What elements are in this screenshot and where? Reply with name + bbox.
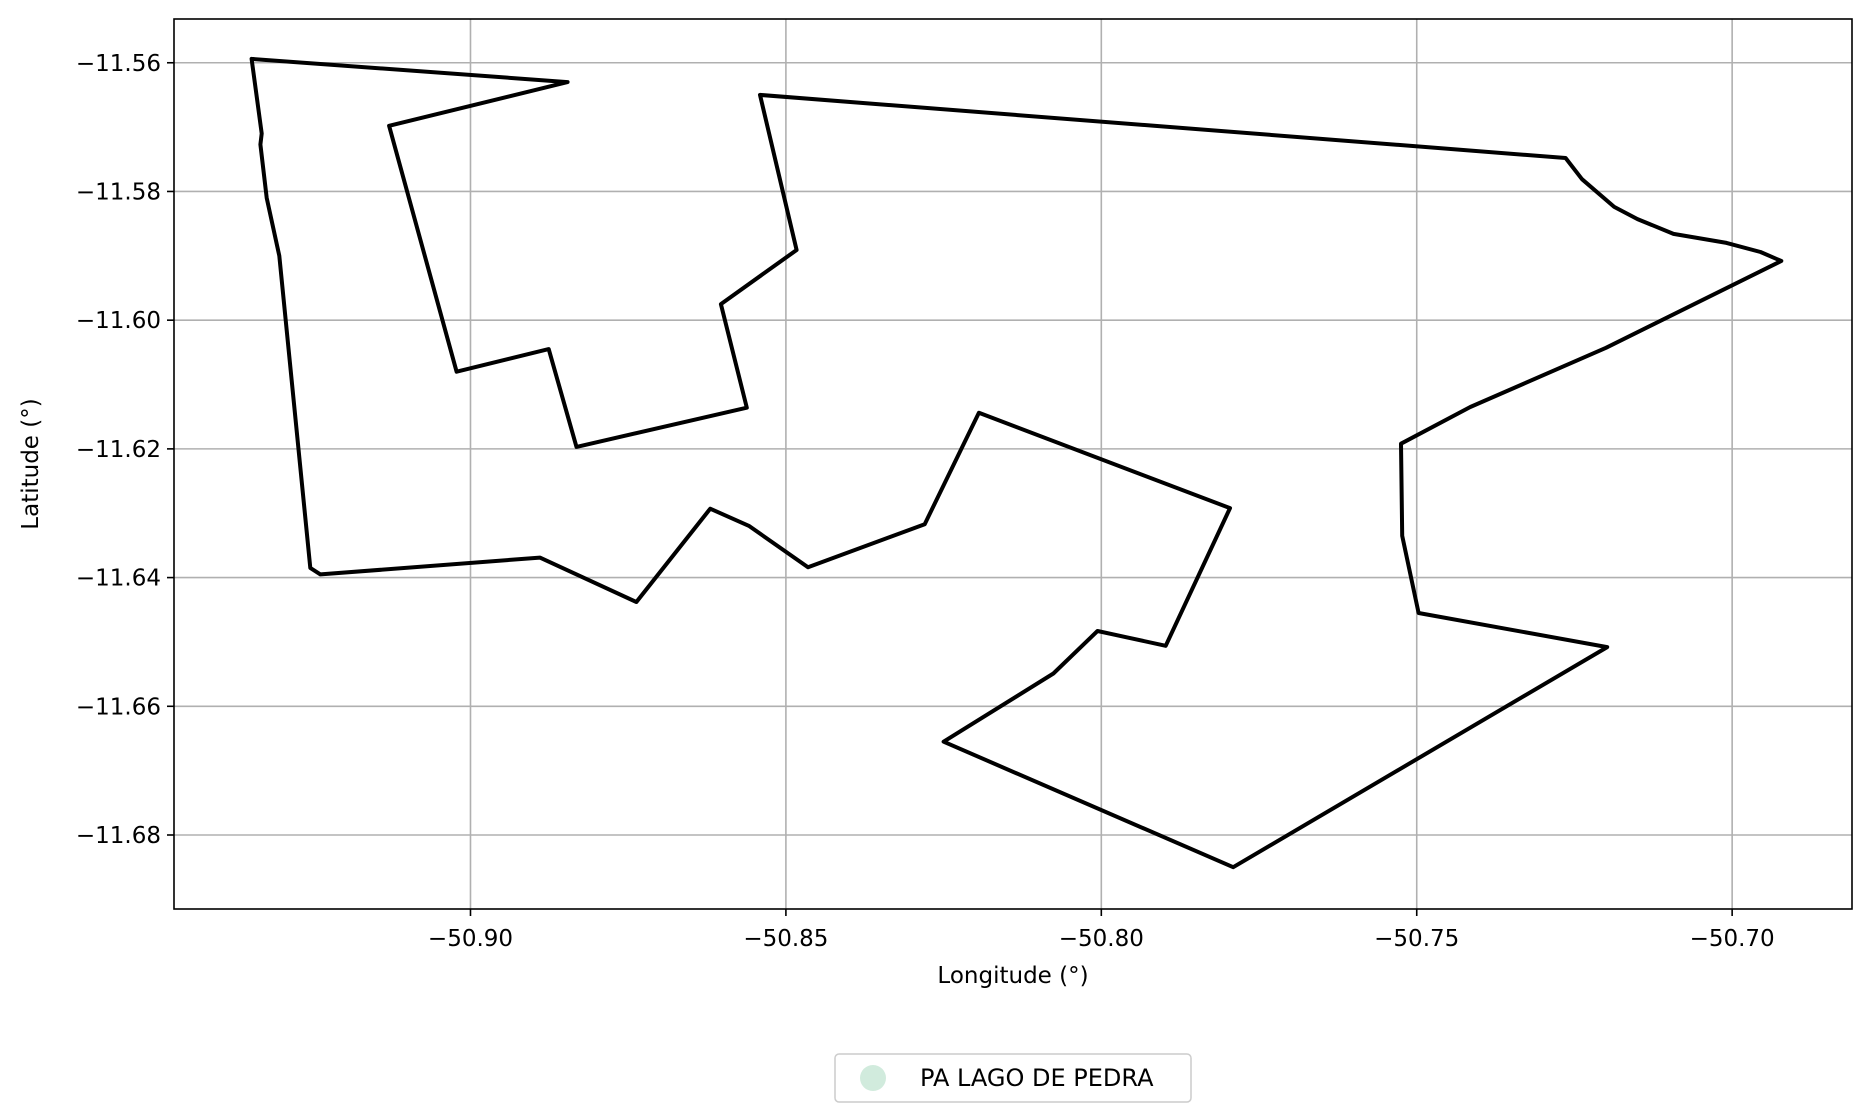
y-tick-label: −11.62 xyxy=(76,437,161,463)
x-tick-label: −50.85 xyxy=(743,926,828,952)
legend: PA LAGO DE PEDRA xyxy=(834,1053,1192,1103)
y-tick-label: −11.64 xyxy=(76,566,161,592)
x-tick-label: −50.80 xyxy=(1059,926,1144,952)
y-tick-label: −11.60 xyxy=(76,308,161,334)
legend-frame xyxy=(834,1053,1192,1103)
legend-entry-label: PA LAGO DE PEDRA xyxy=(920,1064,1154,1092)
legend-marker xyxy=(860,1065,886,1091)
tick-labels: −50.90 −50.85 −50.80 −50.75 −50.70 −11.56 −11.… xyxy=(76,51,1775,952)
y-tick-label: −11.58 xyxy=(76,179,161,205)
y-tick-label: −11.68 xyxy=(76,823,161,849)
x-axis-label: Longitude (°) xyxy=(937,963,1088,989)
x-tick-label: −50.90 xyxy=(428,926,513,952)
boundary-polygon xyxy=(249,56,1784,870)
boundary-layer xyxy=(249,56,1784,870)
y-tick-label: −11.66 xyxy=(76,694,161,720)
y-tick-label: −11.56 xyxy=(76,51,161,77)
plot-frame xyxy=(173,18,1853,910)
y-axis-label: Latitude (°) xyxy=(18,398,44,529)
axis-ticks xyxy=(167,61,1733,916)
x-tick-label: −50.70 xyxy=(1690,926,1775,952)
grid-lines xyxy=(174,19,1852,909)
x-tick-label: −50.75 xyxy=(1374,926,1459,952)
